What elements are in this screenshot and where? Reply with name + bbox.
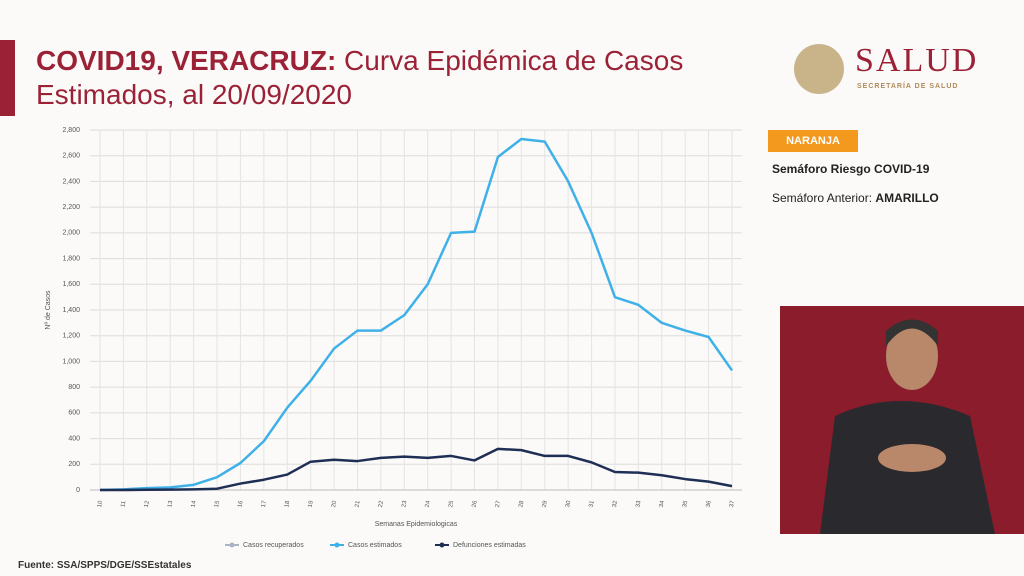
y-tick-label: 1,400 [62, 307, 80, 314]
semaforo-badge: NARANJA [768, 130, 858, 152]
person-head [886, 322, 938, 390]
y-tick-label: 2,200 [62, 204, 80, 211]
y-tick-label: 2,000 [62, 230, 80, 237]
legend-label: Casos recuperados [243, 542, 304, 549]
x-tick-label: 37 [729, 500, 736, 508]
y-tick-label: 1,000 [62, 358, 80, 365]
x-tick-label: 14 [191, 500, 198, 508]
x-tick-label: 28 [518, 500, 525, 508]
logo-subtitle: SECRETARÍA DE SALUD [857, 83, 959, 90]
x-tick-label: 19 [308, 500, 315, 508]
x-tick-label: 24 [425, 500, 432, 508]
x-tick-label: 18 [284, 500, 291, 508]
semaforo-previous: Semáforo Anterior: AMARILLO [772, 191, 939, 205]
y-tick-label: 200 [68, 461, 80, 468]
title: COVID19, VERACRUZ: Curva Epidémica de Ca… [36, 44, 766, 112]
legend-label: Casos estimados [348, 542, 402, 549]
logo-seal [794, 44, 844, 94]
x-tick-label: 23 [401, 500, 408, 508]
y-tick-label: 2,600 [62, 153, 80, 160]
semaforo-label: Semáforo Riesgo COVID-19 [772, 162, 930, 176]
y-axis-label: Nº de Casos [45, 290, 52, 330]
semaforo-previous-value: AMARILLO [875, 191, 939, 205]
footer: Fuente: SSA/SPPS/DGE/SSEstatales [18, 560, 192, 571]
series-line [100, 447, 733, 492]
y-tick-label: 2,800 [62, 127, 80, 134]
title-rest: Curva Epidémica de Casos Estimados, al 2… [36, 45, 684, 110]
x-tick-label: 33 [635, 500, 642, 508]
y-tick-label: 1,800 [62, 255, 80, 262]
x-tick-label: 26 [472, 500, 479, 508]
person-hair [886, 319, 938, 346]
x-tick-label: 20 [331, 500, 338, 508]
x-tick-label: 21 [355, 500, 362, 508]
x-tick-label: 13 [167, 500, 174, 508]
title-bold: COVID19, VERACRUZ: [36, 45, 337, 76]
x-tick-label: 11 [120, 500, 127, 508]
x-tick-label: 36 [706, 500, 713, 508]
x-axis-label: Semanas Epidemiologicas [375, 521, 458, 528]
x-tick-label: 17 [261, 500, 268, 508]
y-tick-label: 600 [68, 410, 80, 417]
x-tick-label: 27 [495, 500, 502, 508]
y-tick-label: 1,200 [62, 333, 80, 340]
y-tick-label: 800 [68, 384, 80, 391]
x-tick-label: 30 [565, 500, 572, 508]
y-tick-label: 400 [68, 435, 80, 442]
x-tick-label: 34 [659, 500, 666, 508]
accent-bar [0, 40, 15, 116]
y-tick-label: 1,600 [62, 281, 80, 288]
person-hands [878, 444, 946, 472]
logo-name: SALUD [855, 42, 979, 79]
series-line [99, 137, 734, 492]
x-tick-label: 16 [237, 500, 244, 508]
x-tick-label: 35 [682, 500, 689, 508]
legend-dot [229, 542, 235, 548]
semaforo-previous-label: Semáforo Anterior: [772, 191, 873, 205]
x-tick-label: 29 [542, 500, 549, 508]
video-feed [780, 306, 1024, 534]
legend-label: Defunciones estimadas [453, 542, 526, 549]
x-tick-label: 32 [612, 500, 619, 508]
legend-dot [439, 542, 445, 548]
x-tick-label: 12 [144, 500, 151, 508]
y-tick-label: 0 [76, 487, 80, 494]
x-tick-label: 15 [214, 500, 221, 508]
y-tick-label: 2,400 [62, 178, 80, 185]
legend-dot [334, 542, 340, 548]
x-tick-label: 22 [378, 500, 385, 508]
x-tick-label: 25 [448, 500, 455, 508]
x-tick-label: 31 [589, 500, 596, 508]
chart: 0 200 400 600 800 1,000 1,200 1,400 1,600 1,800 2,… [45, 127, 742, 549]
x-tick-label: 10 [97, 500, 104, 508]
